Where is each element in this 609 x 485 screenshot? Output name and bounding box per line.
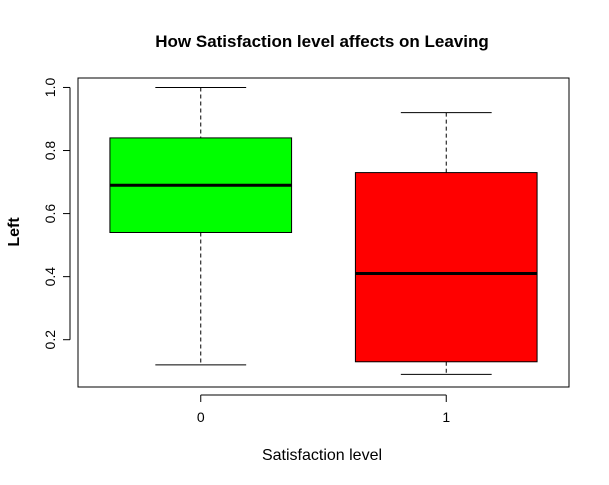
x-axis-label: Satisfaction level [262,447,382,464]
x-tick-label: 0 [197,409,205,425]
box-group-1 [354,112,538,375]
boxes-layer [109,86,538,375]
box-1 [354,172,538,363]
y-tick-label: 0.2 [42,330,58,350]
box-group-0 [109,86,293,366]
x-tick-label: 1 [442,409,450,425]
plot-area [77,77,570,388]
y-axis: 0.2 0.4 0.6 0.8 1.0 [42,78,71,350]
y-axis-label: Left [6,217,23,247]
chart-title: How Satisfaction level affects on Leavin… [155,32,488,51]
y-tick-label: 0.4 [42,267,58,287]
y-tick-label: 1.0 [42,78,58,98]
y-tick-label: 0.6 [42,204,58,224]
y-tick-label: 0.8 [42,141,58,161]
